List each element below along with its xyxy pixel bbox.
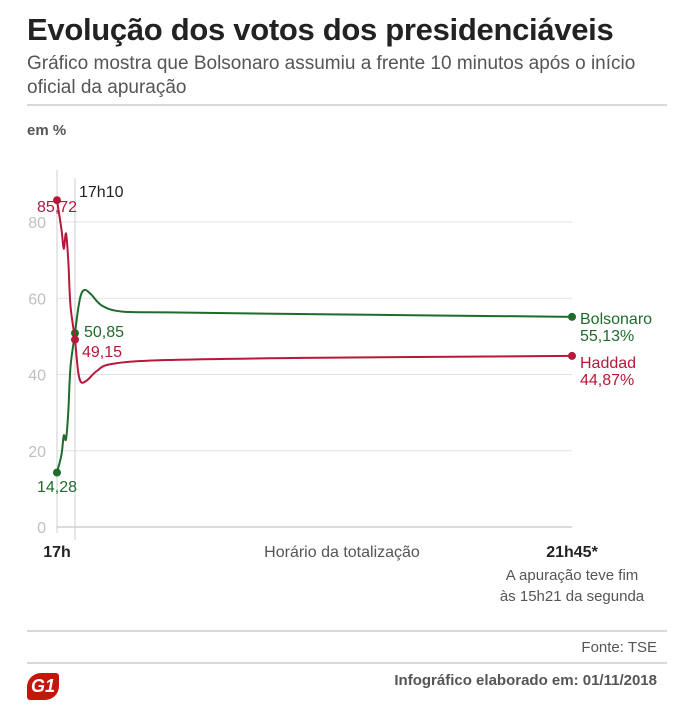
start-value-label: 85,72 [37, 199, 77, 216]
start-value-label: 14,28 [37, 479, 77, 496]
unit-label: em % [27, 122, 67, 139]
footer-divider [27, 662, 667, 664]
y-tick-label: 0 [37, 520, 46, 537]
chart-subtitle: Gráfico mostra que Bolsonaro assumiu a f… [27, 53, 636, 98]
data-point-start [53, 196, 61, 205]
chart-title: Evolução dos votos dos presidenciáveis [27, 12, 614, 47]
footnote: A apuração teve fim às 15h21 da segunda [500, 567, 645, 605]
y-tick-label: 80 [28, 215, 46, 232]
series-name-label: Haddad [580, 355, 636, 372]
g1-logo: G1 [27, 673, 59, 700]
data-point-end [568, 312, 576, 321]
data-point-mid [71, 335, 79, 344]
axes: 0 20 40 60 80 17h10 17h Horário da totalização 2… [28, 170, 645, 605]
series-lines [53, 196, 576, 477]
x-end-label: 21h45* [546, 544, 598, 561]
end-value-label: 44,87% [580, 372, 634, 389]
data-point-start [53, 468, 61, 477]
footnote-line: às 15h21 da segunda [500, 588, 645, 605]
bottom-divider [27, 630, 667, 632]
credit-note: Infográfico elaborado em: 01/11/2018 [394, 672, 657, 689]
data-point-end [568, 351, 576, 360]
y-tick-label: 40 [28, 368, 46, 385]
series-line-haddad [56, 200, 573, 384]
top-divider [27, 104, 667, 106]
end-value-label: 55,13% [580, 328, 634, 345]
marker-label: 17h10 [79, 184, 124, 201]
mid-value-label: 50,85 [84, 324, 124, 341]
y-tick-label: 60 [28, 291, 46, 308]
x-axis-title: Horário da totalização [264, 544, 420, 561]
x-start-label: 17h [43, 544, 71, 561]
mid-value-label: 49,15 [82, 344, 122, 361]
footnote-line: A apuração teve fim [506, 567, 639, 584]
grid-lines [57, 221, 572, 452]
source-note: Fonte: TSE [581, 639, 657, 656]
series-line-bolsonaro [56, 288, 573, 473]
series-name-label: Bolsonaro [580, 311, 652, 328]
y-tick-label: 20 [28, 444, 46, 461]
